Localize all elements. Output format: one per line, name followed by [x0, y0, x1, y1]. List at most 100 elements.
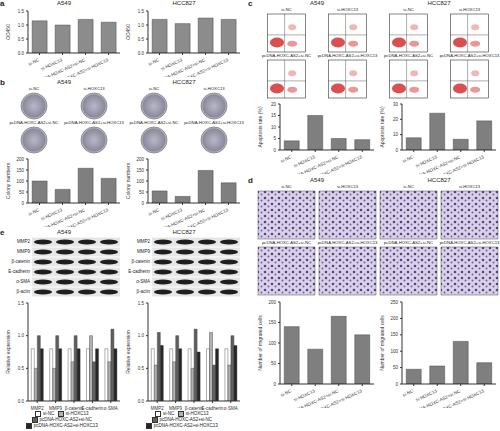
- svg-text:1.0: 1.0: [18, 333, 25, 338]
- svg-text:100: 100: [268, 341, 276, 346]
- svg-text:pcDNA-HOXC-AS2+si-HOXC13: pcDNA-HOXC-AS2+si-HOXC13: [302, 154, 363, 174]
- svg-text:100: 100: [390, 349, 398, 354]
- svg-text:pcDNA-HOXC-AS2+si-HOXC13: pcDNA-HOXC-AS2+si-HOXC13: [424, 388, 485, 408]
- svg-text:Number of migrated cells: Number of migrated cells: [257, 315, 263, 371]
- svg-text:100: 100: [16, 179, 24, 184]
- svg-text:1.5: 1.5: [18, 9, 25, 14]
- svg-text:0: 0: [395, 382, 398, 387]
- svg-text:150: 150: [136, 168, 144, 173]
- svg-text:Number of migrated cells: Number of migrated cells: [379, 315, 385, 371]
- svg-text:Apoptosis rate (%): Apoptosis rate (%): [257, 106, 263, 147]
- svg-text:Relative expression: Relative expression: [125, 330, 131, 374]
- svg-text:1.5: 1.5: [138, 9, 145, 14]
- svg-text:50: 50: [19, 190, 25, 195]
- svg-text:Relative expression: Relative expression: [8, 330, 11, 374]
- html-text:pcDNA-HOXC-AS2+si-NC: pcDNA-HOXC-AS2+si-NC: [129, 120, 179, 125]
- svg-text:15: 15: [271, 113, 277, 118]
- svg-text:si-NC: si-NC: [148, 207, 161, 217]
- html-text:HCC827: HCC827: [427, 177, 451, 183]
- svg-text:50: 50: [271, 361, 277, 366]
- svg-text:1.0: 1.0: [138, 333, 145, 338]
- svg-text:E-cadherin: E-cadherin: [82, 406, 104, 411]
- svg-text:1.5: 1.5: [18, 301, 25, 306]
- svg-text:si-NC: si-NC: [402, 154, 415, 164]
- html-text:A549: A549: [57, 229, 71, 235]
- svg-text:Colony numbers: Colony numbers: [8, 162, 11, 199]
- svg-text:10: 10: [271, 125, 277, 130]
- html-text:A549: A549: [310, 177, 324, 183]
- svg-text:si-NC: si-NC: [148, 57, 161, 67]
- svg-text:200: 200: [390, 316, 398, 321]
- html-text:A549: A549: [57, 0, 71, 6]
- svg-text:1.0: 1.0: [138, 23, 145, 28]
- svg-text:MMP9: MMP9: [169, 406, 182, 411]
- html-text:pcDNA-HOXC-AS2+si-NC: pcDNA-HOXC-AS2+si-NC: [9, 120, 59, 125]
- svg-text:0: 0: [273, 382, 276, 387]
- svg-text:OD450: OD450: [8, 24, 11, 40]
- html-text:HCC827: HCC827: [427, 0, 451, 6]
- svg-text:5: 5: [273, 136, 276, 141]
- svg-text:20: 20: [393, 117, 399, 122]
- html-text:si-NC: si-NC: [28, 86, 40, 91]
- svg-text:E-cadherin: E-cadherin: [202, 406, 224, 411]
- svg-text:si-NC: si-NC: [280, 388, 293, 398]
- svg-text:0.0: 0.0: [138, 51, 145, 56]
- svg-text:si-NC: si-NC: [28, 57, 41, 67]
- html-text:HCC827: HCC827: [172, 0, 196, 6]
- svg-text:MMP2: MMP2: [31, 406, 44, 411]
- svg-text:si-NC: si-NC: [28, 207, 41, 217]
- html-text:a: a: [0, 0, 5, 8]
- svg-text:pcDNA-HOXC-AS2+si-HOXC13: pcDNA-HOXC-AS2+si-HOXC13: [302, 388, 363, 408]
- svg-text:200: 200: [16, 157, 24, 162]
- html-text:pcDNA-HOXC-AS2+si-HOXC13: pcDNA-HOXC-AS2+si-HOXC13: [184, 120, 244, 125]
- svg-text:pcDNA-HOXC-AS2+si-HOXC13: pcDNA-HOXC-AS2+si-HOXC13: [169, 57, 230, 77]
- svg-text:MMP9: MMP9: [49, 406, 62, 411]
- svg-text:0.5: 0.5: [18, 37, 25, 42]
- svg-text:50: 50: [393, 365, 399, 370]
- svg-text:10: 10: [393, 132, 399, 137]
- svg-text:0: 0: [395, 148, 398, 153]
- svg-text:30: 30: [393, 102, 399, 107]
- svg-text:si-NC: si-NC: [280, 154, 293, 164]
- svg-text:200: 200: [136, 157, 144, 162]
- svg-text:100: 100: [136, 179, 144, 184]
- html-text:pcDNA-HOXC-AS2+si-HOXC13: pcDNA-HOXC-AS2+si-HOXC13: [64, 120, 124, 125]
- html-text:HCC827: HCC827: [172, 229, 196, 235]
- svg-text:0: 0: [273, 148, 276, 153]
- svg-text:200: 200: [268, 300, 276, 305]
- svg-text:1.0: 1.0: [18, 23, 25, 28]
- svg-text:0: 0: [141, 201, 144, 206]
- html-text:HCC827: HCC827: [172, 79, 196, 85]
- svg-text:50: 50: [139, 190, 145, 195]
- svg-text:MMP2: MMP2: [151, 406, 164, 411]
- svg-text:pcDNA-HOXC-AS2+si-HOXC13: pcDNA-HOXC-AS2+si-HOXC13: [169, 207, 230, 227]
- svg-text:150: 150: [16, 168, 24, 173]
- svg-text:pcDNA-HOXC-AS2+si-HOXC13: pcDNA-HOXC-AS2+si-HOXC13: [424, 154, 485, 174]
- html-text:A549: A549: [57, 79, 71, 85]
- svg-text:0.0: 0.0: [18, 399, 25, 404]
- svg-text:0.5: 0.5: [138, 366, 145, 371]
- svg-text:0.5: 0.5: [18, 366, 25, 371]
- svg-text:0.5: 0.5: [138, 37, 145, 42]
- svg-text:0: 0: [21, 201, 24, 206]
- svg-text:pcDNA-HOXC-AS2+si-HOXC13: pcDNA-HOXC-AS2+si-HOXC13: [49, 57, 110, 77]
- svg-text:20: 20: [271, 102, 277, 107]
- svg-text:150: 150: [390, 332, 398, 337]
- svg-text:pcDNA-HOXC-AS2+si-HOXC13: pcDNA-HOXC-AS2+si-HOXC13: [49, 207, 110, 227]
- svg-text:Apoptosis rate (%): Apoptosis rate (%): [379, 106, 385, 147]
- html-text:si-NC: si-NC: [148, 86, 160, 91]
- svg-text:α-SMA: α-SMA: [104, 406, 118, 411]
- svg-text:si-NC: si-NC: [402, 388, 415, 398]
- html-text:b: b: [0, 78, 5, 87]
- svg-text:OD450: OD450: [125, 24, 131, 40]
- svg-text:0.0: 0.0: [18, 51, 25, 56]
- html-text:si-HOXC13: si-HOXC13: [203, 86, 225, 91]
- svg-text:α-SMA: α-SMA: [224, 406, 238, 411]
- svg-text:250: 250: [390, 300, 398, 305]
- html-text:A549: A549: [310, 0, 324, 6]
- svg-text:Colony numbers: Colony numbers: [125, 162, 131, 199]
- svg-text:0.0: 0.0: [138, 399, 145, 404]
- svg-text:1.5: 1.5: [138, 301, 145, 306]
- svg-text:150: 150: [268, 320, 276, 325]
- html-text:si-HOXC13: si-HOXC13: [83, 86, 105, 91]
